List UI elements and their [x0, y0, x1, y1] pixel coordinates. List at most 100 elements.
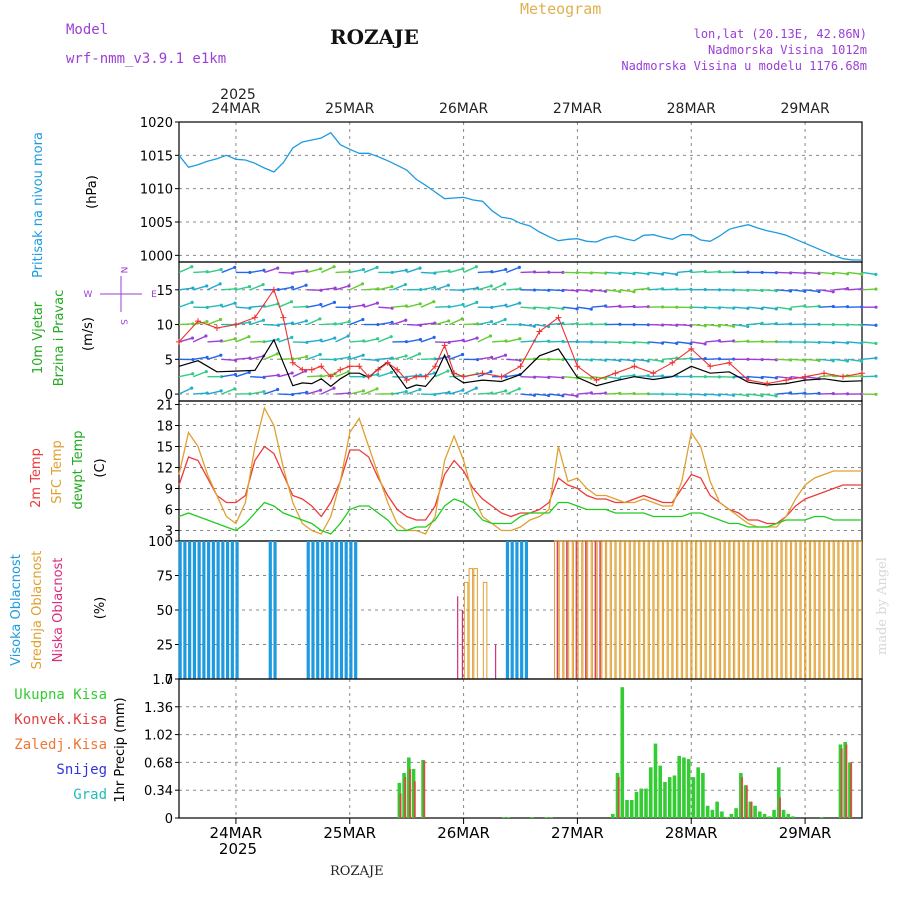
precip-ylabel: 1hr Precip (mm): [113, 697, 128, 802]
conv-precip-bar: [841, 749, 843, 819]
total-precip-bar: [635, 792, 639, 818]
high-cloud-bar: [340, 541, 343, 679]
low-cloud-bar: [457, 596, 458, 679]
wind-barb-head: [319, 389, 322, 392]
wind-barb-head: [348, 320, 351, 323]
wind-barb: [563, 377, 577, 378]
wind-barb: [207, 320, 220, 325]
gust-marker: [280, 315, 286, 321]
total-precip-bar: [611, 814, 615, 818]
high-cloud-bar: [326, 541, 329, 679]
high-cloud-bar: [335, 541, 338, 679]
wind-barb-head: [433, 286, 436, 289]
wind-barb-head: [405, 390, 408, 393]
footer-station: ROZAJE: [330, 864, 384, 879]
total-precip-bar: [630, 800, 634, 818]
wind-barb-head: [489, 334, 492, 337]
wind-barb: [649, 289, 663, 290]
high-cloud-bar: [188, 541, 191, 679]
wind-barb: [193, 372, 206, 377]
high-cloud-bar: [525, 541, 528, 679]
wind-barb-head: [475, 336, 478, 339]
total-precip-bar: [701, 773, 705, 818]
mid-cloud-bar: [806, 541, 810, 679]
wind-barb: [264, 325, 278, 326]
wind-barb: [705, 341, 719, 342]
wind-barb: [777, 324, 791, 325]
wind-barb: [250, 270, 264, 272]
pressure-frame: [179, 122, 862, 262]
gust-marker: [612, 370, 618, 376]
wind-barb: [720, 325, 734, 327]
wind-barb-head: [874, 324, 877, 327]
total-precip-bar: [620, 687, 624, 818]
wind-barb: [677, 271, 691, 272]
gust-marker: [214, 325, 220, 331]
wind-barb: [264, 389, 277, 394]
high-cloud-bar: [506, 541, 509, 679]
wind-barb: [250, 377, 264, 378]
y-tick-label: 6: [165, 504, 173, 519]
wind-barb: [535, 307, 549, 308]
wind-barb-head: [418, 266, 421, 269]
wind-barb-head: [432, 300, 435, 303]
wind-barb: [691, 394, 705, 395]
conv-precip-bar: [409, 769, 411, 818]
y-tick-label: 75: [156, 570, 173, 585]
wind-barb: [321, 302, 334, 307]
low-cloud-bar: [599, 541, 600, 679]
compass-west: W: [84, 290, 93, 300]
wind-barb: [791, 272, 805, 273]
wind-barb: [279, 373, 293, 377]
total-precip-bar: [706, 806, 710, 818]
wind-barb: [862, 272, 876, 274]
conv-precip-bar: [400, 793, 402, 818]
wind-barb: [492, 341, 506, 342]
wind-barb: [207, 284, 220, 290]
total-precip-bar: [730, 814, 734, 818]
wind-barb: [620, 359, 634, 360]
model-altitude-label: Nadmorska Visina u modelu 1176.68m: [621, 59, 867, 73]
wind-barb: [464, 267, 477, 273]
high-cloud-bar: [515, 541, 518, 679]
conv-precip-bar: [741, 777, 743, 818]
wind-barb-head: [775, 394, 778, 397]
wind-barb-head: [190, 387, 193, 390]
wind-barb: [577, 393, 591, 394]
wind-barb: [350, 355, 363, 359]
wind-barb-head: [362, 268, 365, 271]
wind-barb-head: [262, 283, 265, 286]
wind-barb: [364, 359, 378, 360]
wind-barb: [407, 304, 421, 307]
top-day-label: 25MAR: [325, 101, 374, 117]
wind-barb-head: [390, 285, 393, 288]
wind-barb: [193, 272, 207, 273]
wind-barb: [193, 286, 206, 290]
top-day-label: 27MAR: [553, 101, 602, 117]
total-precip-bar: [753, 806, 757, 818]
wind-barb-head: [575, 394, 578, 397]
y-tick-label: 9: [165, 483, 173, 498]
wind-barb: [336, 336, 349, 342]
legend-snow: Snijeg: [56, 762, 107, 778]
mid-cloud-bar: [630, 541, 634, 679]
total-precip-bar: [692, 777, 696, 818]
wind-barb: [421, 302, 434, 307]
wind-barb: [264, 339, 278, 341]
wind-barb: [378, 337, 391, 342]
wind-barb-head: [234, 337, 237, 340]
temp-ylabel-sfc: SFC Temp: [50, 440, 65, 504]
total-precip-bar: [768, 816, 772, 818]
wind-barb: [734, 341, 748, 342]
wind-frame: [179, 262, 862, 401]
wind-barb-head: [362, 389, 365, 392]
total-precip-bar: [677, 756, 681, 818]
wind-barb: [506, 303, 519, 307]
mid-cloud-bar: [474, 569, 478, 679]
wind-barb: [677, 342, 691, 344]
high-cloud-bar: [193, 541, 196, 679]
total-precip-bar: [639, 789, 643, 818]
wind-barb: [834, 272, 848, 273]
